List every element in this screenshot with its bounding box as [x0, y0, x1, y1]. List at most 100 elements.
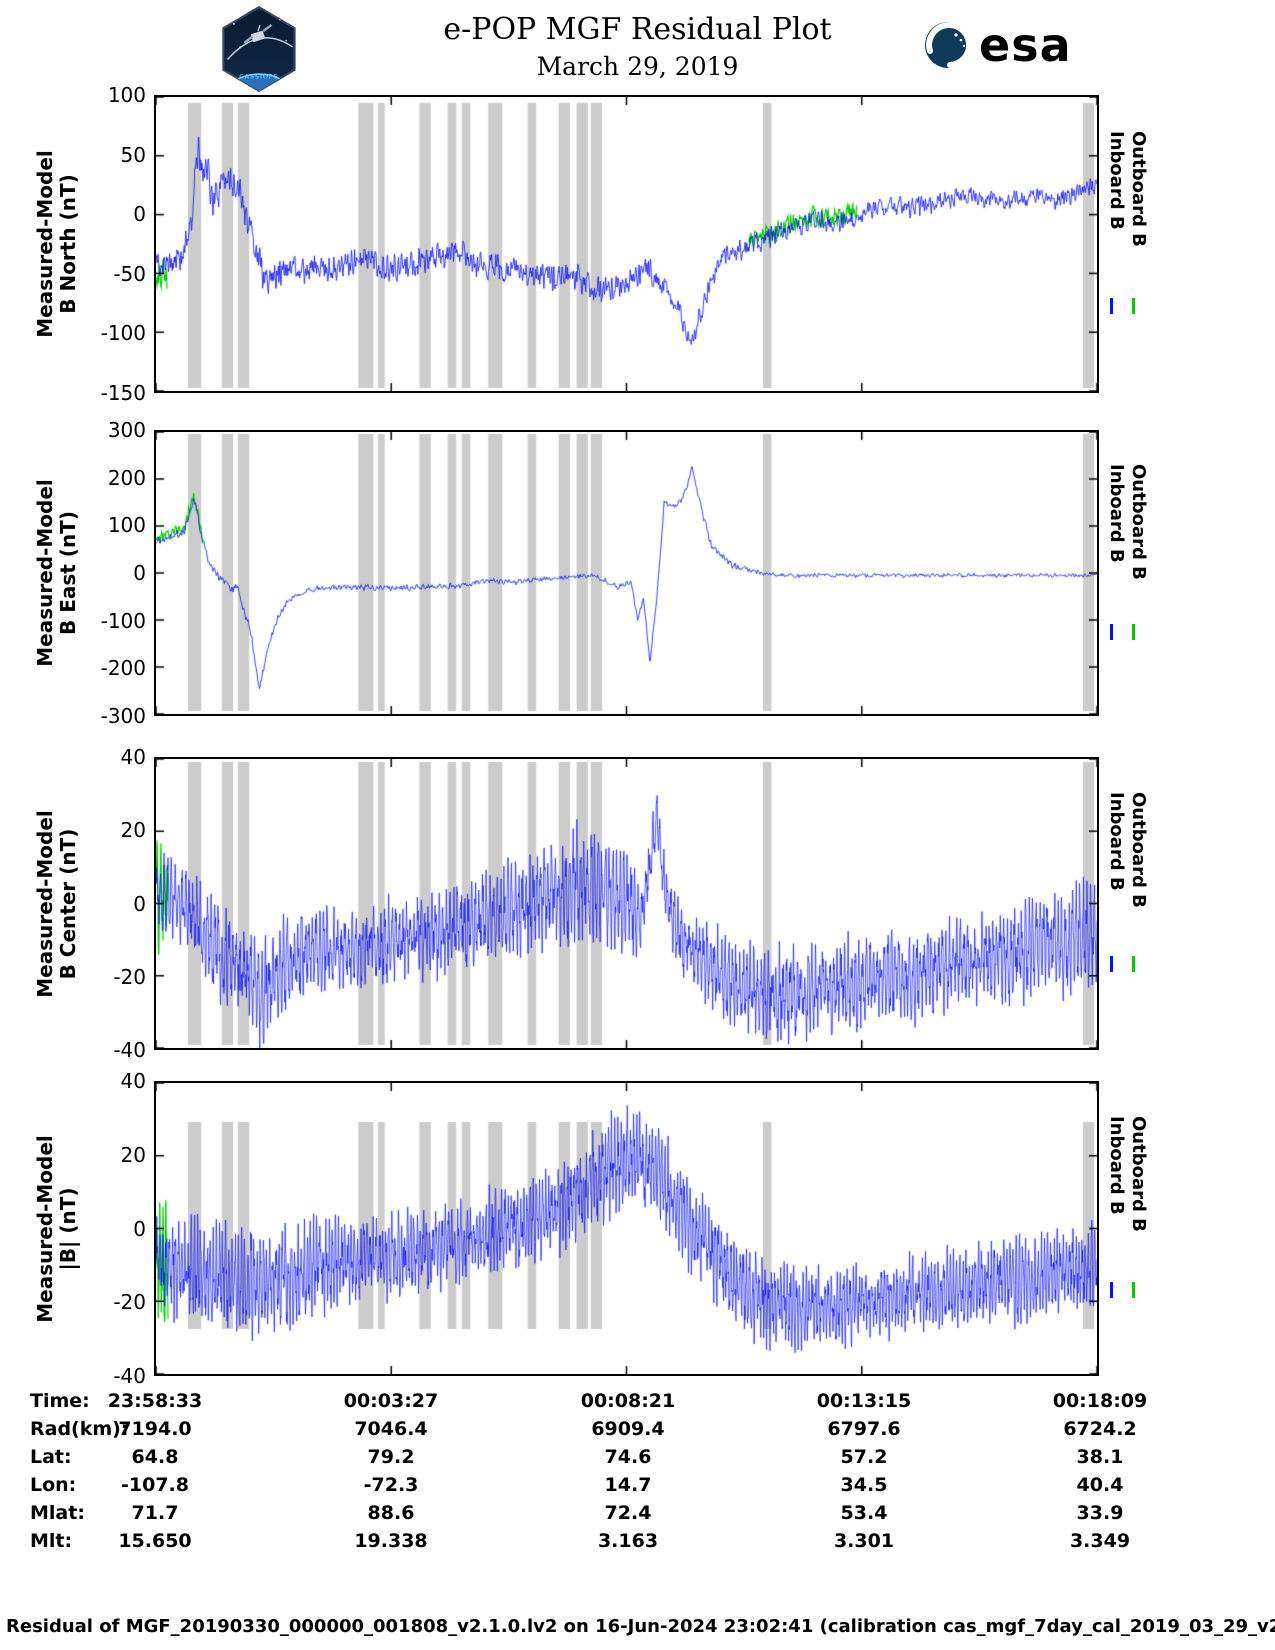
y-tick-label: 200 [107, 465, 146, 490]
table-cell: 00:18:09 [1052, 1390, 1148, 1412]
y-tick-label: 0 [133, 202, 146, 227]
y-tick-label: 100 [107, 513, 146, 538]
cassiope-label: CASSIOPE [239, 73, 279, 80]
table-cell: 40.4 [1076, 1474, 1124, 1496]
y-tick-label: -150 [100, 381, 146, 405]
table-row-label: Lat: [30, 1446, 72, 1468]
trace-canvas-b-mag [156, 1083, 1097, 1374]
y-tick-label: -50 [113, 261, 146, 286]
trace-canvas-b-east [156, 432, 1097, 714]
y-tick-label: 40 [120, 745, 146, 769]
esa-logo: esa [923, 20, 1072, 70]
table-cell: 71.7 [131, 1502, 179, 1524]
legend-inboard-line-sample [1110, 624, 1113, 641]
table-cell: 19.338 [354, 1530, 428, 1552]
table-cell: 14.7 [604, 1474, 652, 1496]
panel-b-north: Measured-Model B North (nT) 100 50 0 -50 -100 -… [0, 83, 1275, 405]
y-axis-label-b-north: Measured-Model B North (nT) [33, 150, 80, 338]
footer-provenance-line: Residual of MGF_20190330_000000_001808_v… [6, 1616, 1275, 1637]
y-tick-label: 40 [120, 1069, 146, 1093]
table-cell: 3.349 [1069, 1530, 1131, 1552]
panel-b-mag: Measured-Model |B| (nT) 40 20 0 -20 -40 Inboard… [0, 1069, 1275, 1388]
panel-b-center: Measured-Model B Center (nT) 40 20 0 -20 -40 In… [0, 745, 1275, 1062]
y-tick-label: 300 [107, 418, 146, 442]
table-cell: 64.8 [131, 1446, 179, 1468]
y-tick-label: 100 [107, 83, 146, 107]
y-tick-label: -300 [100, 704, 146, 728]
table-cell: 79.2 [367, 1446, 415, 1468]
satellite-icon [243, 23, 273, 44]
legend-outboard-label: Outboard B [1128, 130, 1149, 247]
legend-outboard-line-sample [1132, 297, 1135, 314]
panel-b-east: Measured-Model B East (nT) 300 200 100 0 -100-… [0, 418, 1275, 728]
table-row-label: Lon: [30, 1474, 77, 1496]
table-cell: 53.4 [840, 1502, 888, 1524]
legend-inboard-label: Inboard B [1106, 130, 1127, 230]
legend-inboard-label: Inboard B [1106, 464, 1127, 563]
esa-wordmark: esa [979, 18, 1072, 72]
trace-canvas-b-center [156, 759, 1097, 1048]
y-tick-label: 50 [120, 142, 146, 167]
table-cell: 38.1 [1076, 1446, 1124, 1468]
y-tick-label: 0 [133, 891, 146, 916]
plot-area-b-north [154, 95, 1099, 393]
table-cell: 57.2 [840, 1446, 888, 1468]
table-cell: 7046.4 [354, 1418, 428, 1440]
legend-inboard-line-sample [1110, 956, 1113, 973]
plot-area-b-center [154, 757, 1099, 1050]
table-cell: 3.301 [833, 1530, 895, 1552]
table-cell: 15.650 [118, 1530, 192, 1552]
legend-outboard-line-sample [1132, 956, 1135, 973]
table-cell: 00:13:15 [816, 1390, 912, 1412]
table-row-label: Time: [30, 1390, 90, 1412]
legend-outboard-label: Outboard B [1128, 464, 1149, 581]
legend-outboard-line-sample [1132, 1281, 1135, 1298]
legend-outboard-line-sample [1132, 624, 1135, 641]
legend-inboard-label: Inboard B [1106, 1116, 1127, 1216]
table-cell: 6797.6 [827, 1418, 901, 1440]
plot-area-b-mag [154, 1081, 1099, 1376]
page-subtitle-date: March 29, 2019 [536, 52, 739, 81]
table-cell: 00:03:27 [343, 1390, 439, 1412]
table-cell: 74.6 [604, 1446, 652, 1468]
legend-inboard-line-sample [1110, 297, 1113, 314]
page-title: e-POP MGF Residual Plot [443, 12, 832, 47]
ephemeris-table: Time: 23:58:33 00:03:27 00:08:21 00:13:15 00:… [0, 1390, 1275, 1560]
table-cell: 00:08:21 [580, 1390, 676, 1412]
y-tick-label: -40 [113, 1364, 146, 1388]
table-cell: 34.5 [840, 1474, 888, 1496]
cassiope-mission-logo: CASSIOPE [222, 5, 296, 93]
y-tick-label: 20 [120, 1142, 146, 1167]
table-cell: 3.163 [597, 1530, 659, 1552]
table-cell: 6724.2 [1063, 1418, 1137, 1440]
legend-outboard-label: Outboard B [1128, 1116, 1149, 1233]
chart-title-block: e-POP MGF Residual Plot March 29, 2019 [0, 12, 1275, 81]
table-cell: 7194.0 [118, 1418, 192, 1440]
table-row-label: Mlt: [30, 1530, 73, 1552]
y-tick-label: -200 [100, 656, 146, 681]
trace-canvas-b-north [156, 97, 1097, 391]
y-tick-label: -20 [113, 1290, 146, 1315]
table-cell: 33.9 [1076, 1502, 1124, 1524]
y-tick-label: 0 [133, 561, 146, 585]
table-cell: 23:58:33 [107, 1390, 203, 1412]
y-tick-label: -20 [113, 964, 146, 989]
table-cell: -72.3 [363, 1474, 419, 1496]
y-tick-label: 0 [133, 1216, 146, 1241]
legend-inboard-label: Inboard B [1106, 792, 1127, 891]
table-cell: 88.6 [367, 1502, 415, 1524]
table-cell: -107.8 [121, 1474, 189, 1496]
y-tick-label: -100 [100, 608, 146, 633]
y-tick-label: -100 [100, 321, 146, 346]
legend-outboard-label: Outboard B [1128, 792, 1149, 909]
table-row-label: Mlat: [30, 1502, 85, 1524]
y-tick-label: 20 [120, 818, 146, 843]
y-tick-label: -40 [113, 1038, 146, 1062]
table-cell: 72.4 [604, 1502, 652, 1524]
legend-inboard-line-sample [1110, 1281, 1113, 1298]
table-cell: 6909.4 [591, 1418, 665, 1440]
esa-emblem-icon [925, 22, 973, 68]
table-row-label: Rad(km): [30, 1418, 129, 1440]
plot-area-b-east [154, 430, 1099, 716]
